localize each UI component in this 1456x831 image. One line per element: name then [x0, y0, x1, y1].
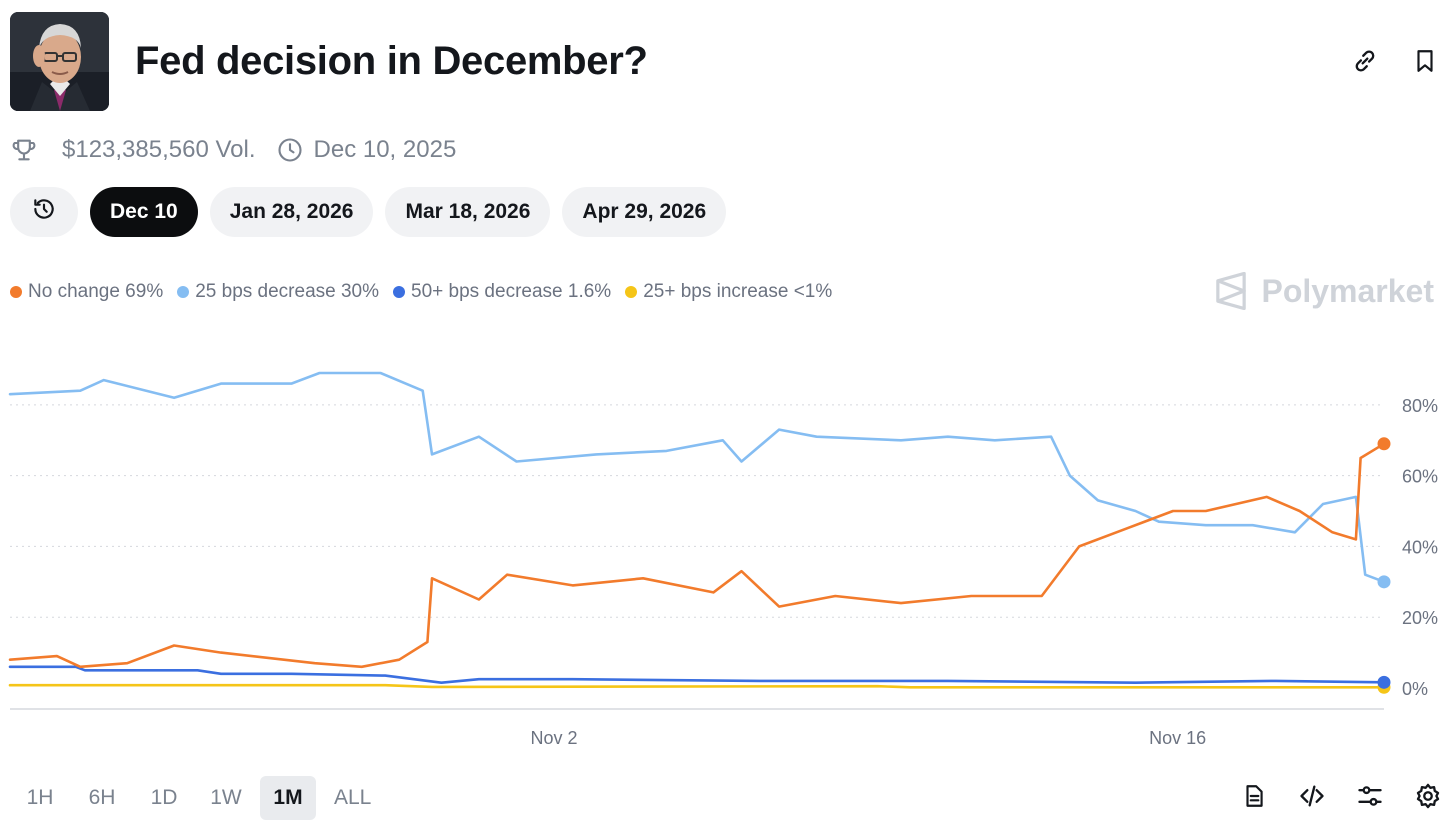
series-line-no-change: [8, 442, 1386, 669]
legend-dot: [393, 286, 406, 298]
chart-legend: No change 69% 25 bps decrease 30% 50+ bp…: [10, 281, 832, 303]
range-1w[interactable]: 1W: [210, 786, 242, 809]
trophy-icon: [10, 136, 38, 164]
clock-icon: [276, 136, 304, 164]
legend-label: 25 bps decrease 30%: [195, 281, 380, 302]
legend-item-25-bps-decrease: 25 bps decrease 30%: [177, 281, 379, 303]
tab-mar-18-2026[interactable]: Mar 18, 2026: [385, 187, 551, 237]
header-actions: [1350, 46, 1440, 76]
y-tick-label: 40%: [1402, 537, 1438, 557]
y-tick-label: 20%: [1402, 608, 1438, 628]
market-meta: $123,385,560 Vol. Dec 10, 2025: [10, 136, 456, 164]
tab-jan-28-2026[interactable]: Jan 28, 2026: [209, 187, 374, 237]
header: Fed decision in December?: [10, 12, 648, 111]
history-icon: [31, 196, 57, 228]
y-tick-label: 80%: [1402, 396, 1438, 416]
legend-item-no-change: No change 69%: [10, 281, 163, 303]
market-avatar: [10, 12, 109, 111]
legend-dot: [10, 286, 22, 298]
x-tick-label: Nov 2: [530, 728, 577, 748]
range-1m[interactable]: 1M: [260, 776, 316, 820]
volume-text: $123,385,560 Vol.: [62, 136, 256, 163]
legend-dot: [625, 286, 638, 298]
sliders-icon[interactable]: [1356, 782, 1384, 810]
polymarket-logo-icon: [1216, 272, 1247, 310]
x-tick-label: Nov 16: [1149, 728, 1206, 748]
y-tick-label: 60%: [1402, 467, 1438, 487]
time-range-selector: 1H 6H 1D 1W 1M ALL: [12, 776, 383, 820]
code-icon[interactable]: [1298, 782, 1326, 810]
page-title: Fed decision in December?: [135, 39, 648, 83]
price-chart[interactable]: 0% 20% 40% 60% 80% Nov 2 Nov 16: [0, 340, 1456, 760]
series-line-50-bps-decrease: [8, 665, 1386, 684]
chart-tools: [1240, 782, 1442, 810]
end-date-text: Dec 10, 2025: [313, 136, 457, 163]
gear-icon[interactable]: [1414, 782, 1442, 810]
series-line-25-bps-increase: [8, 683, 1386, 689]
legend-label: 50+ bps decrease 1.6%: [411, 281, 612, 302]
brand-name: Polymarket: [1261, 272, 1434, 309]
history-button[interactable]: [10, 187, 78, 237]
range-1d[interactable]: 1D: [150, 786, 178, 809]
series-line-25-bps-decrease: [8, 371, 1386, 584]
polymarket-watermark: Polymarket: [1213, 272, 1434, 310]
series-endpoint-no-change: [1377, 437, 1391, 451]
tab-dec-10[interactable]: Dec 10: [90, 187, 198, 237]
legend-label: 25+ bps increase <1%: [643, 281, 833, 302]
link-icon[interactable]: [1350, 46, 1380, 76]
legend-label: No change 69%: [28, 281, 164, 302]
range-6h[interactable]: 6H: [88, 786, 116, 809]
document-icon[interactable]: [1240, 782, 1268, 810]
range-1h[interactable]: 1H: [26, 786, 54, 809]
legend-dot: [177, 286, 190, 298]
y-tick-label: 0%: [1402, 679, 1428, 699]
bookmark-icon[interactable]: [1410, 46, 1440, 76]
series-endpoint-25-bps-decrease: [1377, 575, 1391, 589]
date-tabs: Dec 10 Jan 28, 2026 Mar 18, 2026 Apr 29,…: [10, 187, 727, 237]
range-all[interactable]: ALL: [334, 786, 372, 809]
tab-apr-29-2026[interactable]: Apr 29, 2026: [562, 187, 727, 237]
legend-item-25-bps-increase: 25+ bps increase <1%: [625, 281, 832, 303]
legend-item-50-bps-decrease: 50+ bps decrease 1.6%: [393, 281, 611, 303]
series-endpoint-50-bps-decrease: [1377, 675, 1391, 689]
portrait-image: [10, 12, 109, 111]
